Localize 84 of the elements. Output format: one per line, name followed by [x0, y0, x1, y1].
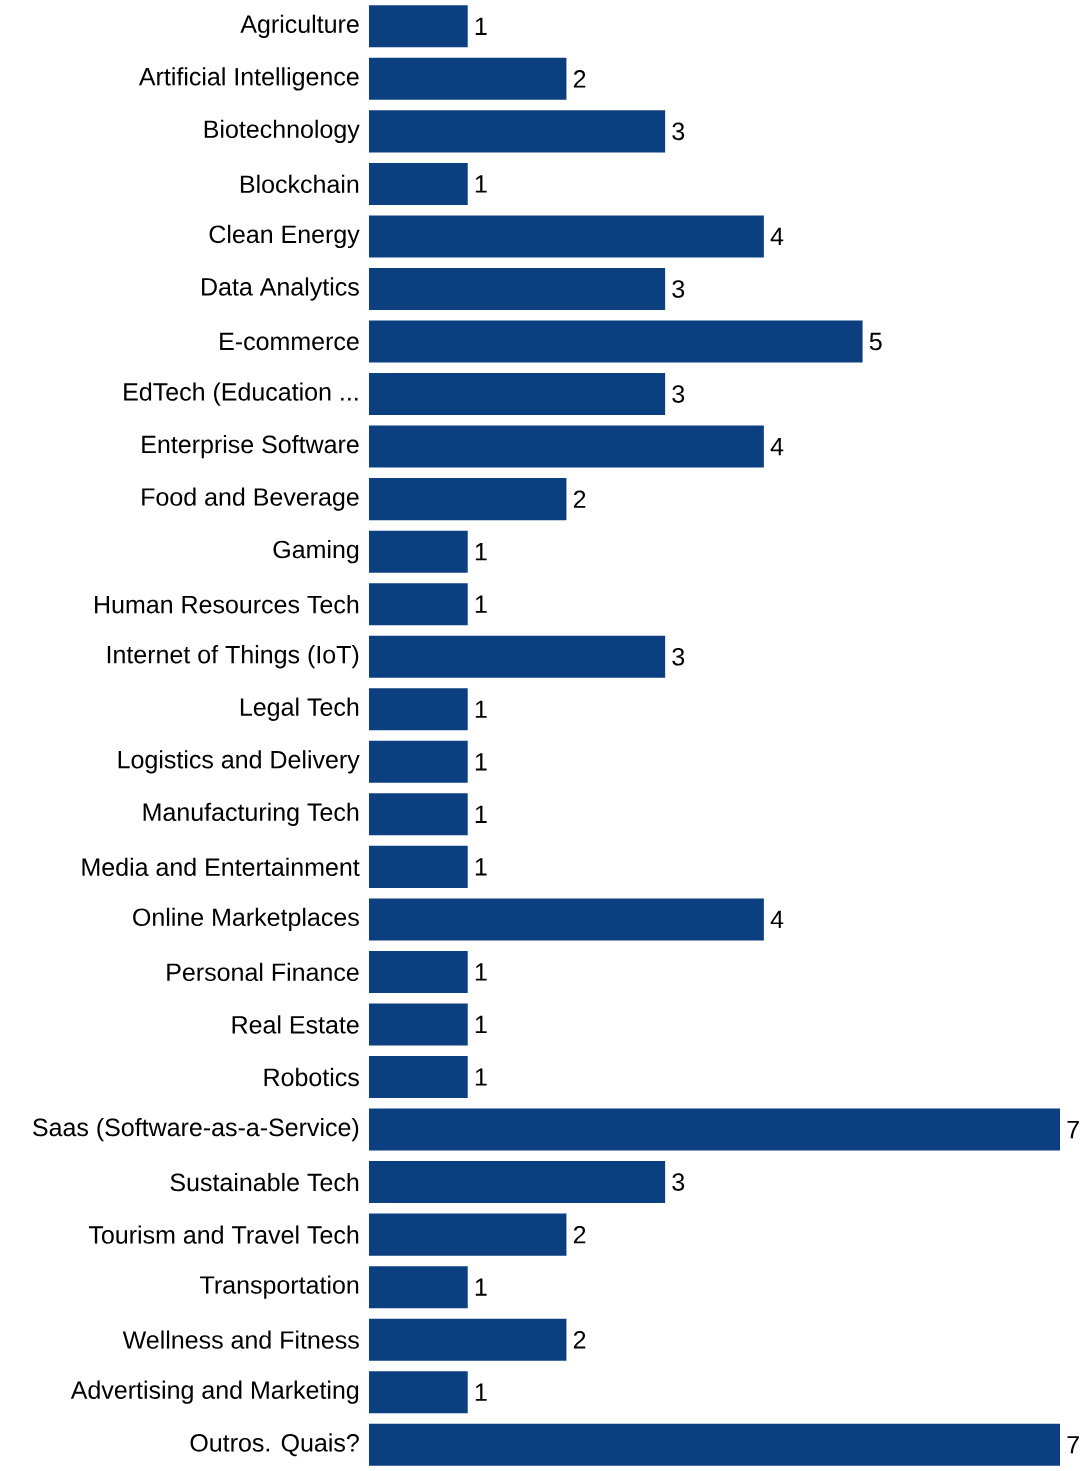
y-tick-label: Human Resources Tech	[95, 595, 359, 614]
y-tick-label: Sustainable Tech	[170, 1172, 359, 1192]
y-tick-label: Real Estate	[232, 1015, 359, 1034]
bar	[369, 267, 666, 310]
data-label: 2	[573, 1225, 586, 1244]
bar	[369, 5, 468, 48]
bar	[369, 373, 666, 416]
y-tick-label: Gaming	[273, 540, 359, 564]
data-label: 7	[1067, 1436, 1079, 1454]
y-tick-label: Clean Energy	[209, 224, 360, 249]
data-label: 2	[573, 70, 586, 88]
y-tick-label: EdTech (Education ...	[124, 382, 358, 406]
bar	[369, 845, 468, 888]
y-tick-label: Tourism and Travel Tech	[88, 1225, 359, 1244]
data-label: 3	[672, 385, 685, 403]
bar	[369, 740, 468, 783]
bar	[369, 583, 468, 626]
bar	[369, 530, 468, 573]
y-tick-label: Food and Beverage	[142, 487, 359, 511]
y-tick-label: Artificial Intelligence	[138, 67, 359, 91]
data-label: 3	[672, 122, 685, 141]
bar	[369, 898, 764, 941]
bar	[369, 1318, 567, 1361]
data-label: 1	[475, 1068, 487, 1086]
bar	[369, 793, 468, 836]
data-label: 1	[475, 805, 487, 823]
bar	[369, 110, 666, 153]
data-label: 1	[475, 595, 487, 613]
data-label: 1	[475, 175, 487, 193]
data-label: 4	[770, 437, 784, 456]
bar	[369, 215, 764, 258]
y-tick-label: Saas (Software-as-a-Service)	[33, 1117, 359, 1142]
y-tick-label: Legal Tech	[240, 697, 359, 721]
bar	[369, 1423, 1061, 1466]
y-tick-label: Robotics	[264, 1067, 359, 1087]
bar	[369, 635, 666, 678]
data-label: 3	[672, 280, 685, 298]
bar	[369, 478, 567, 521]
data-label: 1	[475, 1383, 487, 1401]
data-label: 1	[475, 1278, 487, 1296]
y-tick-label: Advertising and Marketing	[70, 1380, 359, 1404]
bar	[369, 162, 468, 205]
data-label: 1	[475, 858, 487, 876]
data-label: 4	[770, 910, 784, 928]
data-label: 4	[770, 227, 784, 246]
y-tick-label: Online Marketplaces	[133, 907, 359, 932]
bar	[369, 950, 468, 993]
data-label: 1	[475, 543, 487, 561]
y-tick-label: Enterprise Software	[142, 434, 359, 459]
y-tick-label: Manufacturing Tech	[143, 802, 359, 826]
data-label: 2	[573, 1330, 586, 1349]
y-tick-label: E-commerce	[220, 332, 359, 351]
y-tick-label: Media and Entertainment	[82, 857, 360, 877]
y-tick-label: Logistics and Delivery	[118, 750, 360, 774]
bar	[369, 1055, 468, 1099]
bar	[369, 320, 863, 363]
bar	[369, 57, 567, 100]
bar	[369, 1213, 567, 1256]
data-label: 1	[475, 1015, 487, 1034]
y-tick-label: Data Analytics	[202, 277, 359, 301]
bar	[369, 1266, 468, 1309]
y-tick-label: Outros. Quais?	[190, 1433, 359, 1457]
data-label: 5	[869, 332, 882, 351]
bar	[369, 1161, 666, 1204]
y-tick-label: Transportation	[200, 1275, 359, 1299]
bar	[369, 425, 764, 468]
bar	[369, 1003, 468, 1046]
y-tick-label: Wellness and Fitness	[122, 1330, 359, 1349]
y-tick-label: Agriculture	[240, 14, 359, 38]
bar	[369, 1371, 468, 1414]
y-tick-label: Blockchain	[240, 174, 359, 194]
data-label: 2	[573, 490, 586, 508]
data-label: 1	[475, 753, 487, 771]
data-label: 3	[672, 1173, 685, 1191]
data-label: 3	[672, 647, 685, 666]
y-tick-label: Biotechnology	[204, 119, 360, 144]
y-tick-label: Internet of Things (IoT)	[107, 645, 359, 669]
data-label: 1	[475, 700, 487, 718]
bar	[369, 688, 468, 731]
data-label: 1	[475, 963, 487, 981]
data-label: 7	[1067, 1120, 1079, 1139]
data-label: 1	[475, 17, 487, 35]
bar	[369, 1108, 1061, 1151]
y-tick-label: Personal Finance	[167, 962, 359, 982]
